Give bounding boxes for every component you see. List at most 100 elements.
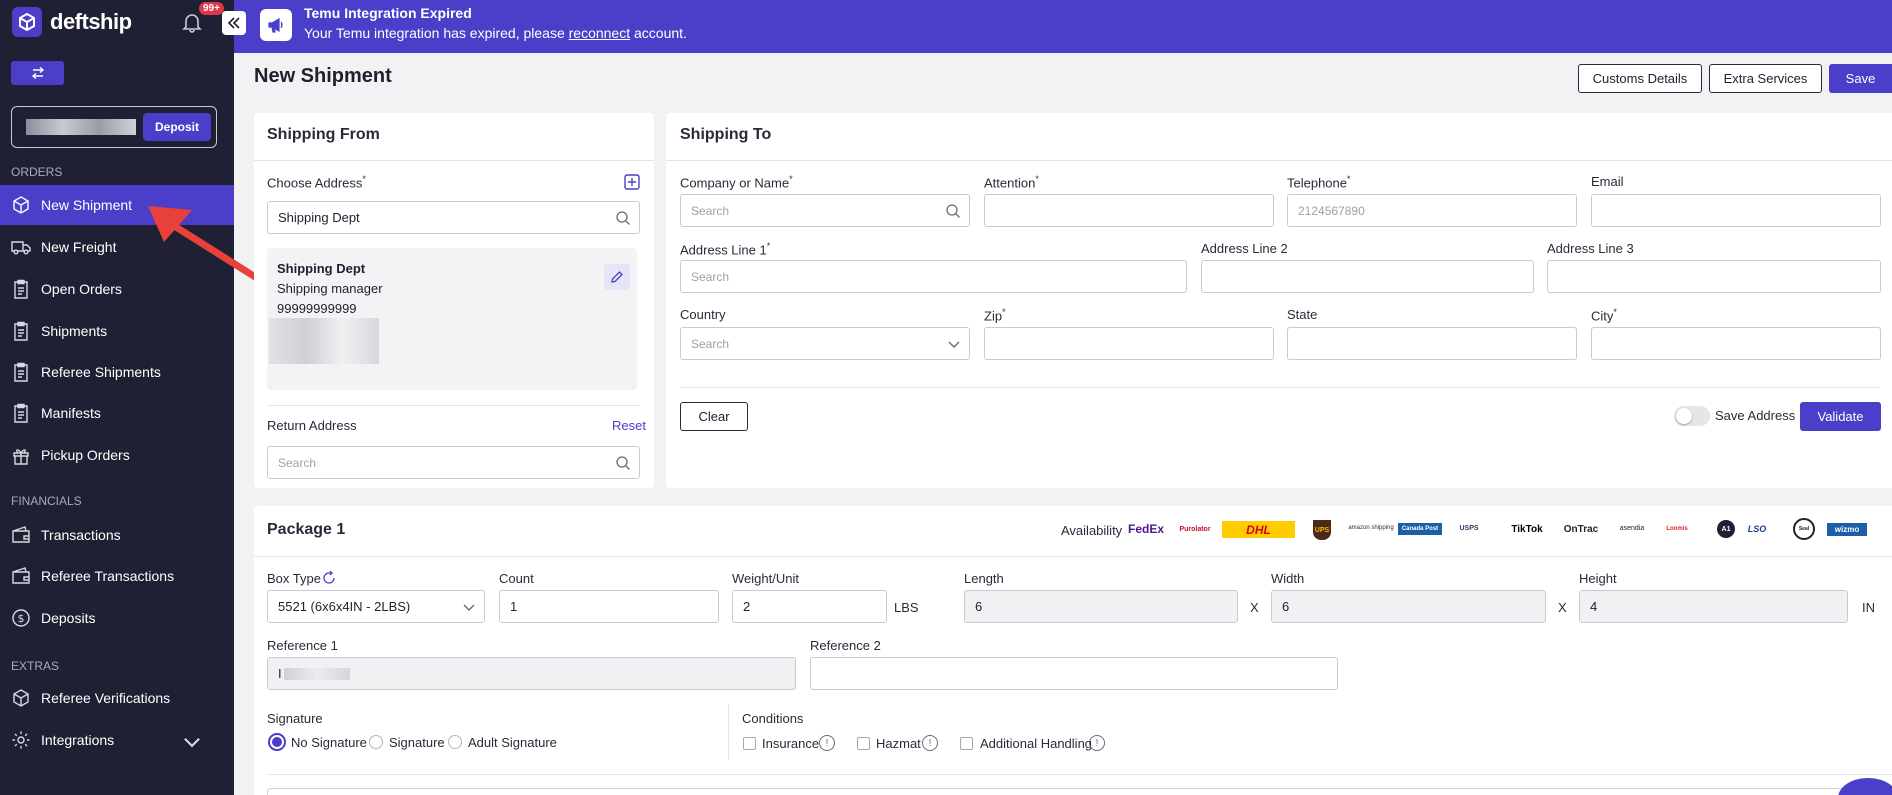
zip-input[interactable] bbox=[984, 327, 1274, 360]
choose-address-input[interactable]: Shipping Dept bbox=[267, 201, 640, 234]
city-label: City* bbox=[1591, 307, 1617, 324]
sidebar: deftship 99+ Deposit ORDERS New Shipment… bbox=[0, 0, 264, 795]
weight-input[interactable]: 2 bbox=[732, 590, 887, 623]
no-signature-radio[interactable] bbox=[268, 733, 286, 751]
count-input[interactable]: 1 bbox=[499, 590, 719, 623]
carrier-usps: USPS bbox=[1459, 525, 1479, 532]
info-icon[interactable]: ! bbox=[922, 735, 938, 751]
shipping-to-title: Shipping To bbox=[680, 126, 772, 143]
address-role: Shipping manager bbox=[277, 281, 383, 296]
adult-signature-radio[interactable] bbox=[448, 735, 462, 749]
divider bbox=[267, 774, 1892, 775]
sidebar-item-referee-shipments[interactable]: Referee Shipments bbox=[0, 352, 234, 392]
sidebar-item-referee-transactions[interactable]: Referee Transactions bbox=[0, 556, 234, 596]
sidebar-item-label: Shipments bbox=[41, 323, 108, 339]
sidebar-item-referee-verifications[interactable]: Referee Verifications bbox=[0, 678, 234, 718]
shipping-to-card bbox=[666, 113, 1892, 488]
dimension-separator: X bbox=[1558, 600, 1567, 615]
carrier-amazon: amazon shipping bbox=[1348, 525, 1394, 531]
validate-button[interactable]: Validate bbox=[1800, 402, 1881, 431]
company-label: Company or Name* bbox=[680, 174, 793, 191]
country-label: Country bbox=[680, 307, 726, 322]
carrier-a1: A1 bbox=[1717, 520, 1735, 538]
box-type-select[interactable]: 5521 (6x6x4IN - 2LBS) bbox=[267, 590, 485, 623]
dollar-icon: $ bbox=[12, 609, 30, 627]
telephone-input[interactable]: 2124567890 bbox=[1287, 194, 1577, 227]
carrier-lso: LSO bbox=[1747, 524, 1767, 534]
clear-button[interactable]: Clear bbox=[680, 402, 748, 431]
height-value: 4 bbox=[1590, 599, 1598, 614]
address-line-1-input[interactable]: Search bbox=[680, 260, 1187, 293]
sidebar-item-integrations[interactable]: Integrations bbox=[0, 720, 234, 760]
sidebar-item-label: Pickup Orders bbox=[41, 447, 130, 463]
switch-account-button[interactable] bbox=[11, 61, 64, 85]
carrier-purolator: Purolator bbox=[1179, 525, 1211, 533]
reference-2-input[interactable] bbox=[810, 657, 1338, 690]
reconnect-link[interactable]: reconnect bbox=[568, 25, 631, 41]
length-value: 6 bbox=[975, 599, 983, 614]
sidebar-item-transactions[interactable]: Transactions bbox=[0, 515, 234, 555]
address-name: Shipping Dept bbox=[277, 261, 366, 276]
address-line-3-input[interactable] bbox=[1547, 260, 1881, 293]
carrier-loomis: Loomis bbox=[1666, 525, 1688, 532]
width-input[interactable]: 6 bbox=[1271, 590, 1546, 623]
notification-badge: 99+ bbox=[199, 2, 224, 15]
sidebar-item-shipments[interactable]: Shipments bbox=[0, 311, 234, 351]
email-input[interactable] bbox=[1591, 194, 1881, 227]
collapse-sidebar-button[interactable] bbox=[222, 11, 246, 35]
insurance-checkbox[interactable] bbox=[743, 737, 756, 750]
length-label: Length bbox=[964, 571, 1004, 586]
clipboard-icon bbox=[14, 403, 28, 423]
state-input[interactable] bbox=[1287, 327, 1577, 360]
attention-label: Attention* bbox=[984, 174, 1039, 191]
carrier-canada-post: Canada Post bbox=[1398, 523, 1442, 535]
info-icon[interactable]: ! bbox=[1089, 735, 1105, 751]
sidebar-item-pickup-orders[interactable]: Pickup Orders bbox=[0, 435, 234, 475]
reference-1-input[interactable]: I bbox=[267, 657, 796, 690]
chat-button[interactable] bbox=[1838, 778, 1892, 795]
reference-2-label: Reference 2 bbox=[810, 638, 881, 653]
extra-services-button[interactable]: Extra Services bbox=[1709, 64, 1822, 93]
address-line-1-label: Address Line 1* bbox=[680, 241, 771, 258]
length-input[interactable]: 6 bbox=[964, 590, 1238, 623]
divider bbox=[254, 556, 1892, 557]
hazmat-checkbox[interactable] bbox=[857, 737, 870, 750]
divider bbox=[666, 160, 1892, 161]
box-icon bbox=[13, 196, 29, 214]
sidebar-item-new-freight[interactable]: New Freight bbox=[0, 227, 234, 267]
address-line-2-input[interactable] bbox=[1201, 260, 1534, 293]
logo[interactable]: deftship bbox=[0, 0, 234, 44]
save-address-toggle[interactable] bbox=[1674, 406, 1710, 426]
return-address-input[interactable]: Search bbox=[267, 446, 640, 479]
sidebar-item-open-orders[interactable]: Open Orders bbox=[0, 269, 234, 309]
sidebar-item-deposits[interactable]: $ Deposits bbox=[0, 598, 234, 638]
sidebar-item-label: New Freight bbox=[41, 239, 117, 255]
bell-icon[interactable] bbox=[181, 11, 203, 33]
search-icon bbox=[946, 204, 960, 218]
choose-address-value: Shipping Dept bbox=[278, 210, 360, 225]
info-icon[interactable]: ! bbox=[819, 735, 835, 751]
height-input[interactable]: 4 bbox=[1579, 590, 1848, 623]
banner-text-after: account. bbox=[630, 25, 687, 41]
sidebar-item-new-shipment[interactable]: New Shipment bbox=[0, 185, 234, 225]
reference-1-label: Reference 1 bbox=[267, 638, 338, 653]
sidebar-item-manifests[interactable]: Manifests bbox=[0, 393, 234, 433]
city-input[interactable] bbox=[1591, 327, 1881, 360]
signature-radio[interactable] bbox=[369, 735, 383, 749]
reset-link[interactable]: Reset bbox=[612, 418, 646, 433]
add-address-icon[interactable] bbox=[624, 174, 640, 190]
attention-input[interactable] bbox=[984, 194, 1274, 227]
country-select[interactable]: Search bbox=[680, 327, 970, 360]
additional-handling-checkbox[interactable] bbox=[960, 737, 973, 750]
company-input[interactable]: Search bbox=[680, 194, 970, 227]
package-card bbox=[254, 506, 1892, 795]
refresh-icon[interactable] bbox=[322, 571, 336, 585]
annotation-arrow-icon bbox=[148, 206, 264, 284]
save-button[interactable]: Save bbox=[1829, 64, 1892, 93]
edit-address-button[interactable] bbox=[604, 264, 630, 290]
sidebar-item-label: Open Orders bbox=[41, 281, 122, 297]
clipboard-icon bbox=[14, 362, 28, 382]
customs-details-button[interactable]: Customs Details bbox=[1578, 64, 1702, 93]
availability-label: Availability bbox=[1061, 523, 1123, 538]
deposit-button[interactable]: Deposit bbox=[142, 113, 211, 141]
